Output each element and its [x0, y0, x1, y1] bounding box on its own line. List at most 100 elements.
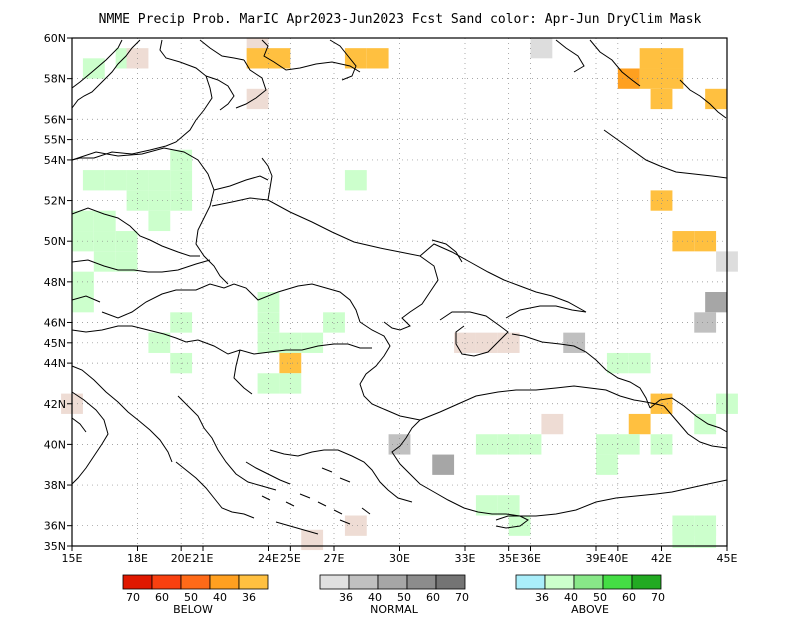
czech-slovak-border — [71, 207, 211, 273]
legend-swatch — [515, 574, 546, 590]
probability-cell — [475, 495, 498, 516]
sweden-coast — [71, 39, 141, 109]
lat-tick-label: 46N — [44, 316, 66, 329]
probability-cell — [82, 58, 105, 79]
legend-tick-label: 40 — [368, 591, 382, 604]
probability-cell — [672, 231, 695, 252]
probability-cell — [72, 210, 94, 232]
probability-cell — [519, 434, 542, 455]
legend-tick-label: 70 — [126, 591, 140, 604]
legend-swatch — [238, 574, 269, 590]
lon-tick-label: 45E — [717, 552, 738, 565]
probability-cell — [148, 332, 171, 353]
lat-tick-label: 52N — [44, 195, 66, 208]
longitude-axis: 15E 18E 20E 21E 24E 25E 27E 30E 33E 35E 36E 39E 40E 4… — [62, 546, 738, 565]
probability-cell — [257, 292, 280, 313]
legend-tick-label: 70 — [455, 591, 469, 604]
lon-tick-label: 40E — [607, 552, 628, 565]
lon-tick-label: 15E — [62, 552, 83, 565]
legend-swatch — [348, 574, 379, 590]
poland-belarus-border — [71, 147, 269, 285]
probability-cell — [170, 170, 193, 191]
probability-cell — [694, 231, 717, 252]
crimea-coast — [383, 255, 509, 357]
legend-swatch — [544, 574, 575, 590]
lat-tick-label: 35N — [44, 540, 66, 553]
probability-cells — [61, 38, 738, 551]
legend: 70 60 50 40 36 36 40 50 60 70 36 40 50 60 70 BELOW N… — [122, 574, 665, 616]
lon-tick-label: 18E — [127, 552, 148, 565]
legend-tick-label: 36 — [242, 591, 256, 604]
probability-cell — [694, 312, 717, 333]
black-sea-west-coast — [359, 321, 421, 421]
legend-tick-label: 70 — [651, 591, 665, 604]
probability-cell — [257, 332, 280, 353]
chart-title: NMME Precip Prob. MarIC Apr2023-Jun2023 … — [99, 12, 702, 27]
probability-cell — [72, 292, 94, 313]
probability-cell — [454, 332, 476, 353]
legend-swatch — [122, 574, 153, 590]
legend-swatch — [180, 574, 211, 590]
probability-cell — [530, 38, 553, 59]
finland-coast — [199, 39, 361, 73]
probability-cell — [115, 231, 138, 252]
probability-cell — [563, 332, 586, 353]
legend-swatch — [319, 574, 350, 590]
probability-cell — [246, 88, 269, 110]
lat-tick-label: 38N — [44, 479, 66, 492]
legend-normal: 36 40 50 60 70 — [319, 574, 469, 604]
legend-swatch — [631, 574, 662, 590]
probability-cell — [475, 332, 498, 353]
probability-cell — [541, 413, 564, 435]
lat-tick-label: 42N — [44, 398, 66, 411]
probability-cell — [344, 170, 367, 191]
legend-normal-title: NORMAL — [370, 603, 419, 616]
turkey-syria-border — [391, 419, 728, 517]
probability-cell — [344, 48, 367, 69]
probability-cell — [148, 190, 171, 211]
legend-swatch — [406, 574, 437, 590]
legend-tick-label: 36 — [535, 591, 549, 604]
legend-tick-label: 60 — [622, 591, 636, 604]
legend-tick-label: 50 — [397, 591, 411, 604]
legend-above: 36 40 50 60 70 — [515, 574, 665, 604]
lake-ladoga — [329, 39, 357, 81]
probability-cell — [126, 170, 149, 191]
romania-bulgaria-border — [197, 339, 372, 395]
probability-cell — [650, 434, 673, 455]
lat-tick-label: 48N — [44, 276, 66, 289]
probability-cell — [628, 413, 651, 435]
probability-cell — [705, 292, 727, 313]
lat-tick-label: 54N — [44, 154, 66, 167]
probability-cell — [650, 190, 673, 211]
probability-cell — [93, 231, 116, 252]
probability-cell — [497, 495, 520, 516]
probability-cell — [497, 332, 520, 353]
probability-cell — [596, 454, 618, 475]
austria-slovenia-border — [71, 295, 199, 343]
probability-cell — [628, 352, 651, 374]
legend-swatch — [573, 574, 604, 590]
latitude-axis: 60N 58N 56N 55N 54N 52N 50N 48N 46N 45N 44N 42N 40N 3… — [44, 32, 72, 553]
legend-swatch — [435, 574, 466, 590]
probability-cell — [148, 170, 171, 191]
lon-tick-label: 21E — [193, 552, 214, 565]
probability-cell — [148, 210, 171, 232]
probability-cell — [344, 515, 367, 536]
lon-tick-label: 24E — [258, 552, 279, 565]
map-panel — [61, 37, 738, 551]
legend-tick-label: 36 — [339, 591, 353, 604]
lon-tick-label: 36E — [520, 552, 541, 565]
lon-tick-label: 33E — [455, 552, 476, 565]
azov-sea-coast — [505, 305, 651, 409]
legend-swatch — [151, 574, 182, 590]
probability-cell — [617, 434, 640, 455]
probability-cell — [268, 48, 291, 69]
lon-tick-label: 39E — [586, 552, 607, 565]
probability-cell — [497, 434, 520, 455]
legend-tick-label: 50 — [184, 591, 198, 604]
probability-cell — [323, 312, 345, 333]
probability-cell — [432, 454, 455, 475]
probability-cell — [694, 527, 717, 549]
probability-cell — [301, 529, 324, 551]
